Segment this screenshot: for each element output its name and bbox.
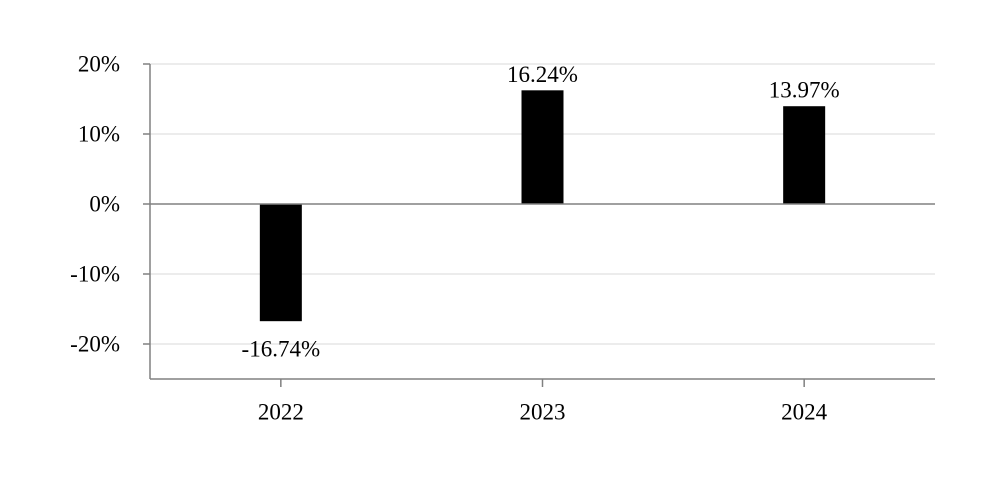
axes: [143, 63, 935, 387]
bar-2024: [783, 106, 826, 204]
data-label: -16.74%: [242, 337, 321, 362]
y-tick-label: 20%: [78, 52, 120, 77]
x-tick-label: 2024: [781, 400, 828, 425]
y-tick-label: -10%: [70, 262, 120, 287]
y-tick-label: -20%: [70, 332, 120, 357]
y-tick-label: 0%: [89, 192, 120, 217]
y-tick-label: 10%: [78, 122, 120, 147]
x-tick-label: 2022: [258, 400, 304, 425]
bar-2022: [259, 204, 302, 322]
x-tick-label: 2023: [520, 400, 566, 425]
labels: 20% 10% 0% -10% -20% -16.74% 16.24% 13.97% 2022 2…: [70, 52, 839, 425]
bar-2023: [521, 90, 564, 204]
bars: [259, 90, 826, 322]
data-label: 16.24%: [507, 62, 578, 87]
data-label: 13.97%: [769, 78, 840, 103]
